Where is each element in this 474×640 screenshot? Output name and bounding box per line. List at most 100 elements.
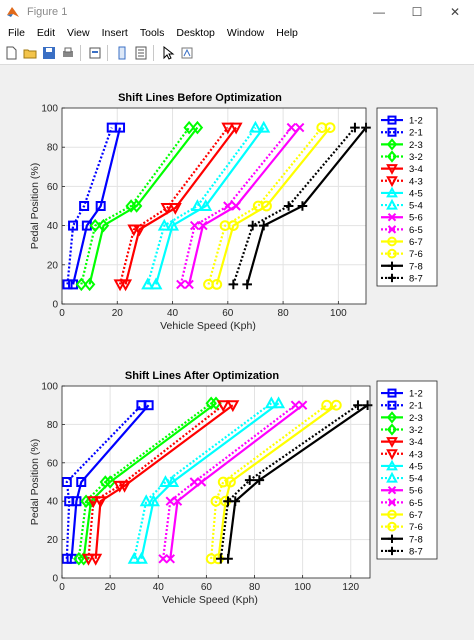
y-tick-label: 0 [52,300,58,311]
data-point-4-5 [166,475,180,487]
series-line-2-1 [66,127,113,285]
data-point-4-3 [127,224,141,237]
legend-entry-7-8: 7-8 [409,261,423,272]
series-2-1 [61,400,147,564]
legend-entry-7-6: 7-6 [409,522,423,533]
data-point-3-2 [183,120,195,135]
series-line-8-7 [219,404,359,559]
legend-marker-7-8 [387,261,397,270]
series-line-7-6 [207,126,323,285]
data-point-2-1 [68,220,79,231]
legend-marker-2-1 [387,400,397,410]
data-point-5-6 [165,554,175,564]
legend-entry-3-4: 3-4 [409,437,423,448]
legend-marker-6-5 [387,498,397,507]
x-tick-label: 20 [112,308,124,319]
link-plot-icon[interactable] [114,45,130,61]
series-6-5 [158,400,301,564]
data-point-5-6 [198,220,208,231]
legend-entry-4-3: 4-3 [409,449,423,460]
data-point-6-5 [176,279,186,290]
legend-entry-2-1: 2-1 [409,128,423,139]
x-tick-label: 80 [278,308,290,319]
y-tick-label: 20 [47,535,59,546]
legend-entry-6-5: 6-5 [409,498,423,509]
chart-title: Shift Lines After Optimization [125,370,279,382]
data-point-5-4 [158,475,172,487]
series-line-5-6 [188,126,301,285]
data-point-4-3 [160,202,174,215]
data-point-7-6 [219,220,231,232]
legend-marker-3-2 [386,150,398,163]
x-tick-label: 120 [342,582,359,593]
menu-view[interactable]: View [67,27,90,39]
x-tick-label: 100 [294,582,311,593]
series-5-6 [184,122,305,290]
x-axis-label: Vehicle Speed (Kph) [160,320,256,332]
select-arrow-icon[interactable] [160,45,176,61]
legend-marker-1-2 [387,388,397,398]
y-axis-label: Pedal Position (%) [29,439,41,525]
series-7-8 [223,400,373,564]
data-point-4-5 [166,218,180,231]
data-point-7-6 [205,553,217,565]
data-point-1-2 [76,477,87,487]
data-point-5-6 [297,400,308,410]
legend-entry-1-2: 1-2 [409,116,423,127]
legend-entry-4-5: 4-5 [409,188,423,199]
menu-tools[interactable]: Tools [139,27,165,39]
legend-entry-3-2: 3-2 [409,152,423,163]
data-point-7-6 [217,476,229,488]
figure-canvas: 0 20 40 60 80 100 0 20 40 60 80 100 Shift Lines Befo… [0,65,474,640]
menu-desktop[interactable]: Desktop [176,27,215,39]
series-4-5 [149,120,271,290]
data-point-3-2 [99,475,112,489]
print-preview-icon[interactable] [87,45,103,61]
legend-entry-3-4: 3-4 [409,164,423,175]
insert-legend-icon[interactable] [133,45,149,61]
matlab-icon [7,7,19,17]
axes-box [61,107,367,305]
menu-window[interactable]: Window [226,27,265,39]
legend-entry-2-1: 2-1 [409,401,423,412]
legend-box [376,107,438,287]
minimize-button[interactable]: — [373,5,385,19]
x-axis-label: Vehicle Speed (Kph) [162,594,258,606]
series-line-4-5 [154,126,265,285]
series-6-5 [176,122,297,290]
y-tick-label: 40 [47,497,59,508]
series-line-5-4 [133,402,272,560]
y-tick-label: 80 [47,143,59,154]
new-figure-icon[interactable] [3,45,19,61]
series-line-2-3 [88,126,199,285]
save-icon[interactable] [41,45,57,61]
data-point-2-1 [79,201,90,211]
plots-svg: 0 20 40 60 80 100 0 20 40 60 80 100 Shift Lines Befo… [29,92,438,606]
x-tick-label: 60 [201,582,213,593]
data-point-8-7 [228,279,239,290]
data-point-6-5 [290,400,301,410]
legend-entry-5-6: 5-6 [409,486,423,497]
data-point-6-5 [158,554,168,564]
menu-help[interactable]: Help [276,27,298,39]
legend-marker-1-2 [387,115,397,125]
series-7-6 [203,122,328,290]
close-button[interactable]: ✕ [449,5,461,19]
print-icon[interactable] [60,45,76,61]
series-line-3-4 [94,404,234,559]
open-file-icon[interactable] [22,45,38,61]
legend-marker-2-3 [386,138,398,151]
series-line-3-2 [77,402,212,559]
data-point-3-4 [168,202,182,215]
data-point-8-7 [283,201,294,211]
menu-edit[interactable]: Edit [36,27,56,39]
legend-entry-8-7: 8-7 [409,273,423,284]
maximize-button[interactable]: ☐ [411,5,423,19]
series-5-4 [141,120,262,290]
data-point-4-3 [113,279,127,292]
edit-plot-icon[interactable] [179,45,195,61]
menu-file[interactable]: File [8,27,25,39]
series-line-1-2 [70,404,150,559]
menu-insert[interactable]: Insert [101,27,128,39]
